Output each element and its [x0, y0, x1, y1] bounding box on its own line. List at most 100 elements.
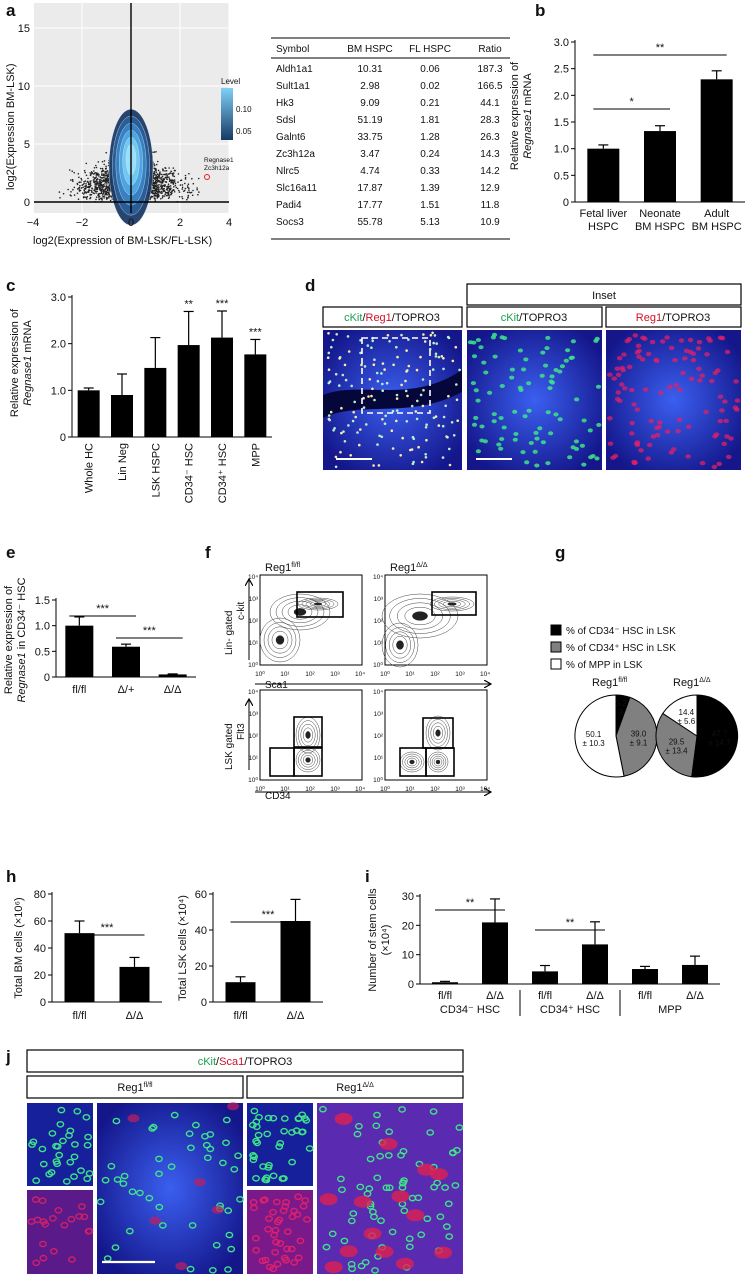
- scatter-point: [108, 193, 110, 195]
- scatter-point: [93, 189, 96, 192]
- scatter-point: [73, 186, 76, 189]
- scatter-point: [105, 198, 108, 200]
- table-cell: 0.21: [420, 98, 440, 109]
- x-category-label: MPP: [250, 443, 262, 467]
- panel-h-bm-bar-chart: 0 20 40 60 80 Total BM cells (×10⁶) fl/fl Δ/Δ **…: [13, 889, 162, 1022]
- stained-cell: [398, 1106, 406, 1113]
- cell-dot: [448, 463, 452, 467]
- x-category-label: CD34⁻ HSC: [184, 443, 196, 503]
- flow-contour: [429, 596, 475, 612]
- cell-dot: [446, 436, 449, 439]
- flow-density-core: [276, 635, 284, 645]
- table-cell: Socs3: [276, 217, 304, 228]
- reg1-cell: [645, 351, 652, 357]
- level-legend-title: Level: [221, 77, 240, 86]
- stained-cell: [299, 1202, 308, 1210]
- reg1-cell: [704, 352, 710, 357]
- reg1-cell: [668, 450, 675, 455]
- significance-stars: ***: [216, 298, 230, 310]
- ckit-cell: [594, 456, 600, 461]
- panel-b-bar-chart: 0 0.5 1.0 1.5 2.0 2.5 3.0 Relative expression o…: [509, 37, 745, 233]
- stained-cell: [388, 1228, 397, 1236]
- flow-contour: [300, 752, 316, 768]
- scatter-point: [157, 180, 159, 182]
- bar: [144, 367, 167, 437]
- stained-cell: [111, 1244, 120, 1251]
- ckit-cell: [499, 384, 505, 388]
- scatter-point: [105, 193, 108, 196]
- scatter-point: [108, 195, 111, 197]
- scatter-point: [103, 197, 105, 199]
- table-cell: 2.98: [360, 81, 380, 92]
- scatter-point: [103, 189, 106, 191]
- scatter-point: [71, 170, 73, 172]
- cell-dot: [401, 436, 405, 440]
- stained-cell: [294, 1115, 303, 1122]
- flow-y-tick: 10⁴: [248, 574, 258, 581]
- ckit-cell: [479, 438, 485, 443]
- flow-density-core: [409, 760, 415, 764]
- scatter-point: [160, 190, 163, 193]
- reg1-cell: [722, 399, 728, 404]
- scatter-point: [100, 192, 103, 195]
- scatter-point: [86, 198, 88, 200]
- reg1-cell: [654, 433, 661, 438]
- flow-contour: [309, 601, 327, 607]
- reg1-cell: [615, 372, 622, 377]
- scatter-point: [167, 193, 170, 195]
- flow-x-tick: 10³: [330, 786, 340, 793]
- scatter-point: [98, 186, 100, 188]
- flow-x-tick: 10⁰: [380, 785, 390, 793]
- scatter-point: [170, 179, 173, 181]
- scatter-point: [97, 172, 99, 175]
- bar: [177, 345, 200, 437]
- scatter-point: [165, 170, 168, 172]
- sca1-cluster: [324, 1261, 343, 1274]
- flow-contour: [385, 627, 415, 663]
- scatter-point: [83, 180, 85, 183]
- significance-label: ***: [143, 625, 157, 637]
- stained-cell: [38, 1197, 47, 1204]
- x-category-label: Fetal liver: [579, 208, 627, 220]
- flow-contour: [428, 719, 448, 747]
- stained-cell: [264, 1114, 273, 1122]
- ckit-cell: [526, 381, 532, 386]
- reg1-cell: [717, 394, 724, 399]
- scatter-point: [161, 175, 164, 178]
- scatter-point: [186, 191, 189, 194]
- cell-dot: [381, 389, 385, 393]
- stained-cell: [158, 1222, 167, 1229]
- ckit-cell: [570, 445, 576, 450]
- sca1-cluster: [396, 1257, 414, 1270]
- scatter-point: [154, 178, 156, 181]
- scatter-point: [191, 194, 194, 197]
- ckit-cell: [547, 386, 553, 391]
- cell-dot: [419, 355, 422, 359]
- flow-contour: [298, 750, 318, 770]
- scatter-point: [173, 169, 176, 172]
- cell-dot: [372, 363, 376, 367]
- cell-dot: [404, 379, 407, 383]
- ckit-cell: [581, 418, 587, 423]
- ckit-cell: [595, 384, 602, 389]
- sca1-cluster: [363, 1227, 382, 1240]
- x-category-label: Δ/Δ: [486, 990, 504, 1002]
- scatter-point: [173, 191, 176, 193]
- scatter-point: [158, 186, 160, 188]
- panel-label-i: i: [365, 867, 370, 886]
- ckit-cell: [496, 442, 502, 447]
- bar: [119, 966, 150, 1002]
- table-cell: Sult1a1: [276, 81, 310, 92]
- stained-cell: [276, 1240, 285, 1247]
- ckit-cell: [544, 346, 550, 351]
- scatter-point: [157, 189, 160, 191]
- stained-cell: [218, 1159, 227, 1167]
- stained-cell: [56, 1121, 65, 1128]
- pie-sd-label: ± 9.1: [630, 739, 648, 748]
- bar: [244, 354, 267, 437]
- y-axis-label-suffix: mRNA: [522, 73, 534, 109]
- reg1-cell: [664, 429, 671, 434]
- cell-dot: [395, 393, 399, 397]
- scatter-point: [79, 185, 81, 187]
- scatter-point: [168, 196, 171, 198]
